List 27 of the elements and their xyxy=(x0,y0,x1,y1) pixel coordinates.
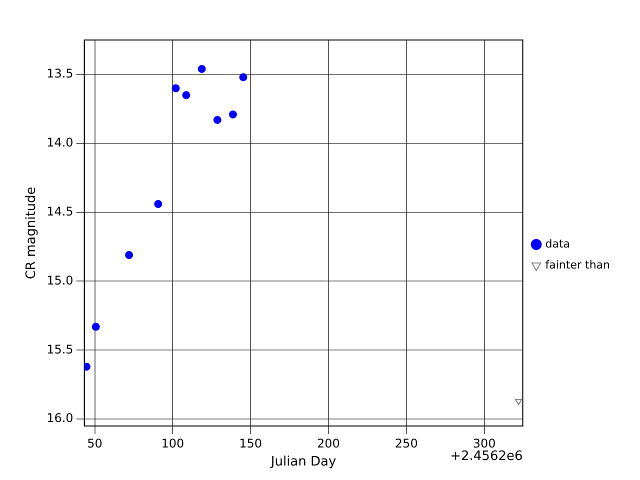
point xyxy=(172,84,180,92)
y-tick-label: 14.0 xyxy=(46,136,74,150)
y-tick-label: 15.0 xyxy=(46,273,74,288)
point xyxy=(182,91,190,100)
y-tick-label: 14.5 xyxy=(46,204,74,218)
x-tick-label: 250 xyxy=(394,436,418,450)
x-tick-label: 300 xyxy=(472,436,496,450)
legend-label: data xyxy=(545,237,570,250)
point xyxy=(228,110,237,118)
point xyxy=(154,200,162,208)
point xyxy=(515,398,522,406)
y-tick-label: 13.5 xyxy=(46,66,74,81)
point xyxy=(239,73,248,82)
point xyxy=(125,251,134,260)
point xyxy=(198,64,206,73)
x-axis-title: Julian Day xyxy=(270,454,336,470)
y-tick-label: 16.0 xyxy=(46,411,74,426)
point xyxy=(92,322,100,331)
x-tick-label: 150 xyxy=(239,436,262,450)
x-tick-label: 50 xyxy=(87,436,102,450)
x-tick-label: 200 xyxy=(317,436,340,450)
text: +2.4562e6 xyxy=(450,448,523,464)
legend-label: fainter than xyxy=(545,258,610,272)
y-tick-label: 15.5 xyxy=(46,342,74,356)
y-axis-title: CR magnitude xyxy=(24,186,40,280)
point xyxy=(213,116,222,124)
x-tick-label: 100 xyxy=(161,436,184,450)
